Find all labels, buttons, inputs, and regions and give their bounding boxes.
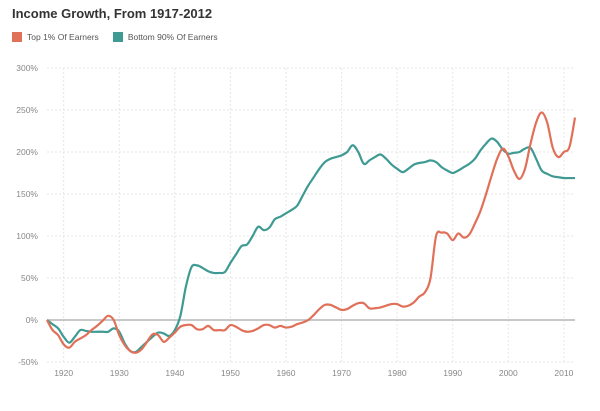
chart-title: Income Growth, From 1917-2012: [12, 6, 213, 21]
series-line-top1: [46, 111, 577, 354]
x-tick-label: 1970: [332, 368, 351, 378]
legend-swatch-bottom90: [112, 32, 123, 42]
x-tick-label: 1920: [54, 368, 73, 378]
x-tick-label: 1980: [388, 368, 407, 378]
legend: Top 1% Of Earners Bottom 90% Of Earners: [12, 32, 218, 42]
y-tick-label: 0%: [26, 315, 39, 325]
y-tick-label: 200%: [16, 147, 38, 157]
y-tick-label: 50%: [21, 273, 38, 283]
x-tick-label: 1950: [221, 368, 240, 378]
x-tick-label: 2000: [499, 368, 518, 378]
y-tick-label: 100%: [16, 231, 38, 241]
legend-swatch-top1: [12, 32, 22, 42]
x-tick-label: 1940: [165, 368, 184, 378]
y-tick-label: -50%: [18, 357, 38, 367]
legend-label-bottom90: Bottom 90% Of Earners: [127, 32, 218, 42]
x-tick-label: 1930: [110, 368, 129, 378]
x-tick-label: 2010: [554, 368, 573, 378]
legend-label-top1: Top 1% Of Earners: [27, 32, 99, 42]
legend-item-bottom90[interactable]: Bottom 90% Of Earners: [112, 32, 218, 42]
y-tick-label: 150%: [16, 189, 38, 199]
y-tick-label: 250%: [16, 105, 38, 115]
x-tick-label: 1960: [277, 368, 296, 378]
legend-item-top1[interactable]: Top 1% Of Earners: [12, 32, 99, 42]
y-tick-label: 300%: [16, 63, 38, 73]
x-tick-label: 1990: [443, 368, 462, 378]
